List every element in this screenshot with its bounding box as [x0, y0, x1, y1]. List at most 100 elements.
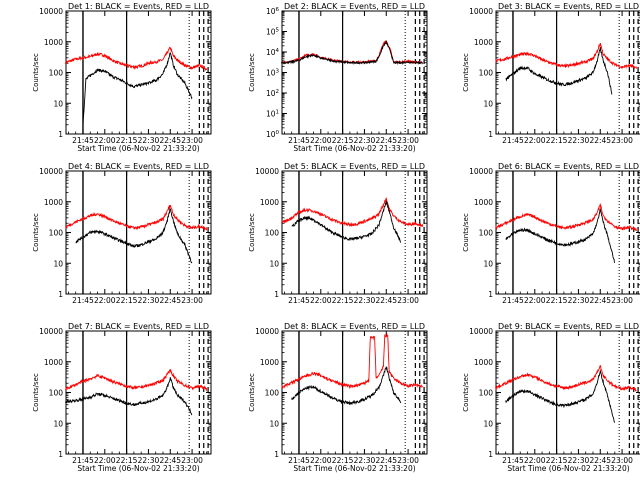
events-series-line — [75, 207, 193, 264]
x-tick-label: 21:45 — [72, 456, 94, 465]
y-axis-label: Counts/sec — [462, 53, 470, 92]
y-tick-label: 1 — [488, 290, 493, 299]
lld-series-line — [281, 40, 423, 65]
y-tick-label: 100 — [479, 229, 494, 238]
y-tick-label: 106 — [266, 7, 280, 16]
events-series-line — [505, 47, 613, 95]
x-tick-label: 21:45 — [288, 456, 310, 465]
y-tick-label: 10 — [53, 99, 63, 108]
y-tick-label: 10000 — [469, 167, 493, 176]
x-tick-label: 22:30 — [354, 456, 376, 465]
x-tick-label: 22:45 — [159, 296, 181, 305]
x-tick-label: 22:00 — [94, 296, 116, 305]
y-tick-label: 103 — [266, 69, 280, 78]
x-tick-label: 22:15 — [332, 296, 354, 305]
y-axis-label: Counts/sec — [248, 373, 256, 412]
y-axis-label: Counts/sec — [248, 53, 256, 92]
detector-plot-4: Det 4: BLACK = Events, RED = LLD Counts/s… — [32, 162, 212, 305]
x-tick-label: 22:15 — [332, 136, 354, 145]
y-axis-label: Counts/sec — [32, 373, 40, 412]
y-tick-label: 10 — [483, 99, 493, 108]
y-tick-label: 10000 — [469, 327, 493, 336]
y-axis-label: Counts/sec — [462, 373, 470, 412]
x-tick-label: 22:30 — [568, 296, 590, 305]
y-tick-label: 10 — [483, 259, 493, 268]
x-tick-label: 22:15 — [546, 296, 568, 305]
y-tick-label: 1000 — [44, 38, 63, 47]
y-tick-label: 10000 — [255, 327, 279, 336]
y-tick-label: 1000 — [260, 358, 279, 367]
y-axis-label: Counts/sec — [248, 213, 256, 252]
plot-title: Det 5: BLACK = Events, RED = LLD — [284, 162, 425, 171]
x-tick-label: 22:00 — [310, 456, 332, 465]
x-tick-label: 21:45 — [288, 136, 310, 145]
x-tick-label: 22:30 — [354, 296, 376, 305]
plot-title: Det 2: BLACK = Events, RED = LLD — [284, 2, 425, 11]
lld-series-line — [281, 332, 423, 390]
detector-plot-6: Det 6: BLACK = Events, RED = LLD Counts/s… — [462, 162, 640, 305]
x-tick-label: 22:15 — [116, 456, 138, 465]
events-series-line — [291, 366, 402, 406]
y-tick-label: 100 — [479, 389, 494, 398]
y-tick-label: 102 — [266, 89, 279, 98]
events-series-line — [291, 200, 402, 243]
x-tick-label: 22:00 — [94, 456, 116, 465]
y-tick-label: 10 — [483, 419, 493, 428]
x-tick-label: 22:00 — [524, 136, 546, 145]
x-tick-label: 22:45 — [589, 136, 611, 145]
detector-plot-5: Det 5: BLACK = Events, RED = LLD Counts/s… — [248, 162, 428, 305]
x-tick-label: 23:00 — [181, 296, 203, 305]
y-tick-label: 1000 — [474, 358, 493, 367]
x-tick-label: 22:45 — [589, 456, 611, 465]
x-tick-label: 22:00 — [524, 296, 546, 305]
lld-series-line — [65, 46, 208, 72]
y-tick-label: 10000 — [469, 7, 493, 16]
x-tick-label: 21:45 — [72, 136, 94, 145]
y-tick-label: 10 — [53, 419, 63, 428]
events-series-line — [505, 369, 616, 423]
y-tick-label: 1 — [274, 290, 279, 299]
x-axis-label: Start Time (06-Nov-02 21:33:20) — [293, 464, 415, 473]
lld-series-line — [495, 203, 637, 232]
detector-plot-1: Det 1: BLACK = Events, RED = LLD Counts/s… — [32, 2, 212, 153]
x-tick-label: 21:45 — [502, 296, 524, 305]
detector-plot-9: Det 9: BLACK = Events, RED = LLD Counts/s… — [462, 322, 640, 473]
x-tick-label: 22:45 — [159, 136, 181, 145]
x-tick-label: 22:15 — [116, 296, 138, 305]
y-tick-label: 104 — [266, 48, 280, 57]
x-axis-label: Start Time (06-Nov-02 21:33:20) — [77, 144, 199, 153]
y-tick-label: 100 — [265, 389, 280, 398]
x-tick-label: 23:00 — [611, 296, 633, 305]
plot-title: Det 1: BLACK = Events, RED = LLD — [68, 2, 209, 11]
y-tick-label: 100 — [49, 229, 64, 238]
x-tick-label: 22:45 — [375, 136, 397, 145]
y-tick-label: 100 — [266, 130, 280, 139]
y-tick-label: 1000 — [260, 198, 279, 207]
y-tick-label: 1 — [58, 130, 63, 139]
detector-plot-8: Det 8: BLACK = Events, RED = LLD Counts/s… — [248, 322, 428, 473]
x-tick-label: 22:00 — [94, 136, 116, 145]
x-tick-label: 21:45 — [502, 456, 524, 465]
plot-frame — [495, 10, 640, 135]
lld-series-line — [495, 365, 637, 392]
y-tick-label: 10 — [269, 259, 279, 268]
events-series-line — [82, 52, 193, 126]
detector-plot-3: Det 3: BLACK = Events, RED = LLD Counts/s… — [462, 2, 640, 145]
y-tick-label: 100 — [265, 229, 280, 238]
detector-plot-2: Det 2: BLACK = Events, RED = LLD Counts/s… — [248, 2, 428, 153]
x-tick-label: 23:00 — [397, 296, 419, 305]
lld-series-line — [281, 197, 424, 228]
events-series-line — [281, 40, 423, 66]
y-tick-label: 1000 — [474, 198, 493, 207]
y-axis-label: Counts/sec — [32, 53, 40, 92]
y-tick-label: 105 — [266, 28, 280, 37]
x-tick-label: 23:00 — [181, 136, 203, 145]
x-tick-label: 23:00 — [397, 136, 419, 145]
plot-title: Det 3: BLACK = Events, RED = LLD — [498, 2, 639, 11]
x-tick-label: 22:45 — [589, 296, 611, 305]
x-tick-label: 22:30 — [138, 296, 160, 305]
y-tick-label: 100 — [49, 69, 64, 78]
lld-series-line — [495, 42, 638, 70]
x-tick-label: 21:45 — [502, 136, 524, 145]
